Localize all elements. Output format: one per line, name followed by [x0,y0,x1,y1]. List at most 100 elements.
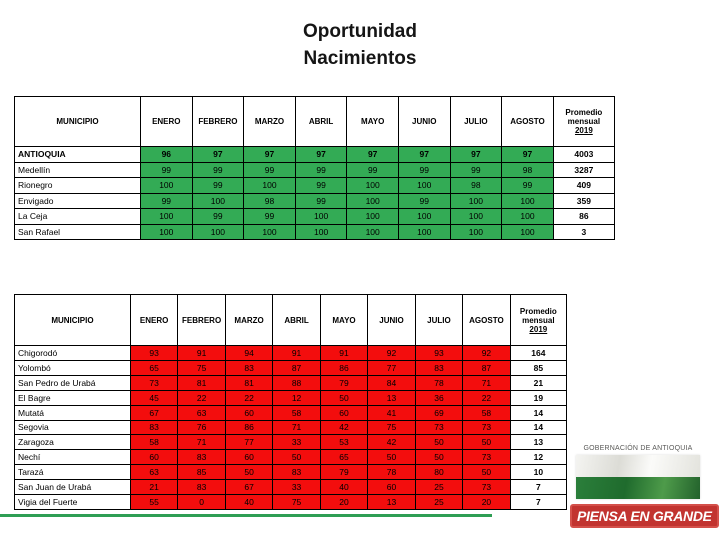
month-value-cell: 50 [272,449,321,466]
month-value-cell: 22 [177,389,226,406]
month-value-cell: 92 [367,345,416,361]
month-value-cell: 86 [319,359,369,376]
month-value-cell: 71 [177,434,226,451]
municipio-cell: ANTIOQUIA [14,146,141,163]
municipio-cell: Mutatá [14,404,131,421]
month-value-cell: 40 [224,494,274,510]
month-value-cell: 22 [224,389,274,406]
table-row: Chigorodó 93 91 94 91 91 92 93 92 164 [14,345,568,361]
column-header-month: FEBRERO [177,294,226,346]
month-value-cell: 97 [397,146,451,163]
table-row: La Ceja 100 99 99 100 100 100 100 100 86 [14,208,616,225]
month-value-cell: 100 [346,192,399,209]
table-row: Rionegro 100 99 100 99 100 100 98 99 409 [14,177,616,194]
gobernacion-label: GOBERNACIÓN DE ANTIOQUIA [583,445,693,452]
month-value-cell: 99 [140,192,193,209]
month-value-cell: 40 [319,479,369,496]
month-value-cell: 99 [294,192,348,209]
month-value-cell: 81 [224,374,274,391]
month-value-cell: 100 [294,208,348,225]
column-header-month: JUNIO [397,96,451,147]
table-row: Mutatá 67 63 60 58 60 41 69 58 14 [14,404,568,421]
month-value-cell: 96 [140,146,193,163]
month-value-cell: 42 [319,419,369,436]
header-row: MUNICIPIO ENERO FEBRERO MARZO ABRIL MAYO JUNIO… [14,294,568,346]
column-header-month: FEBRERO [191,96,245,147]
month-value-cell: 93 [129,345,179,361]
promedio-cell: 85 [509,359,568,376]
month-value-cell: 78 [414,374,464,391]
table-row: Nechí 60 83 60 50 65 50 50 73 12 [14,449,568,466]
month-value-cell: 91 [319,345,369,361]
table-row: San Rafael 100 100 100 100 100 100 100 100 3 [14,223,616,240]
column-header-month: AGOSTO [501,96,554,147]
month-value-cell: 88 [272,374,321,391]
month-value-cell: 86 [224,419,274,436]
municipio-cell: Zaragoza [14,434,131,451]
municipio-cell: Chigorodó [14,345,131,361]
municipio-cell: Nechí [14,449,131,466]
month-value-cell: 100 [397,177,451,194]
month-value-cell: 45 [129,389,179,406]
column-header-month: ABRIL [294,96,348,147]
column-header-month: AGOSTO [462,294,511,346]
month-value-cell: 99 [191,161,245,178]
month-value-cell: 99 [140,161,193,178]
month-value-cell: 73 [462,449,511,466]
month-value-cell: 79 [319,464,369,481]
month-value-cell: 84 [367,374,416,391]
month-value-cell: 73 [462,419,511,436]
month-value-cell: 100 [243,223,296,240]
month-value-cell: 97 [191,146,245,163]
month-value-cell: 25 [414,479,464,496]
month-value-cell: 80 [414,464,464,481]
promedio-cell: 86 [552,208,616,225]
month-value-cell: 99 [397,161,451,178]
promedio-cell: 14 [509,404,568,421]
month-value-cell: 73 [129,374,179,391]
month-value-cell: 58 [129,434,179,451]
month-value-cell: 100 [501,223,554,240]
table-row: El Bagre 45 22 22 12 50 13 36 22 19 [14,389,568,406]
municipio-cell: San Pedro de Urabá [14,374,131,391]
month-value-cell: 69 [414,404,464,421]
month-value-cell: 100 [191,192,245,209]
month-value-cell: 91 [177,345,226,361]
month-value-cell: 50 [319,389,369,406]
table-row: Envigado 99 100 98 99 100 99 100 100 359 [14,192,616,209]
month-value-cell: 50 [414,434,464,451]
month-value-cell: 60 [129,449,179,466]
slide-title-line2: Nacimientos [303,48,417,69]
column-header-month: MARZO [224,294,274,346]
month-value-cell: 33 [272,434,321,451]
municipio-cell: San Juan de Urabá [14,479,131,496]
table-oportunidad-baja: MUNICIPIO ENERO FEBRERO MARZO ABRIL MAYO JUNIO… [14,294,568,510]
month-value-cell: 13 [367,389,416,406]
month-value-cell: 75 [272,494,321,510]
promedio-cell: 3 [552,223,616,240]
flag-green-band [576,477,700,499]
month-value-cell: 99 [501,177,554,194]
column-header-month: JULIO [414,294,464,346]
month-value-cell: 99 [294,177,348,194]
municipio-cell: Tarazá [14,464,131,481]
municipio-cell: San Rafael [14,223,141,240]
month-value-cell: 99 [243,161,296,178]
column-header-month: ABRIL [272,294,321,346]
month-value-cell: 50 [414,449,464,466]
footer-accent-line [0,514,492,517]
column-header-month: JUNIO [367,294,416,346]
month-value-cell: 100 [346,208,399,225]
month-value-cell: 87 [272,359,321,376]
month-value-cell: 100 [449,192,503,209]
month-value-cell: 83 [177,449,226,466]
month-value-cell: 100 [449,223,503,240]
month-value-cell: 0 [177,494,226,510]
antioquia-flag-image [576,455,700,499]
month-value-cell: 98 [449,177,503,194]
month-value-cell: 99 [191,177,245,194]
column-header-month: MAYO [319,294,369,346]
column-header-municipio: MUNICIPIO [14,294,131,346]
table-row: Segovia 83 76 86 71 42 75 73 73 14 [14,419,568,436]
month-value-cell: 100 [294,223,348,240]
